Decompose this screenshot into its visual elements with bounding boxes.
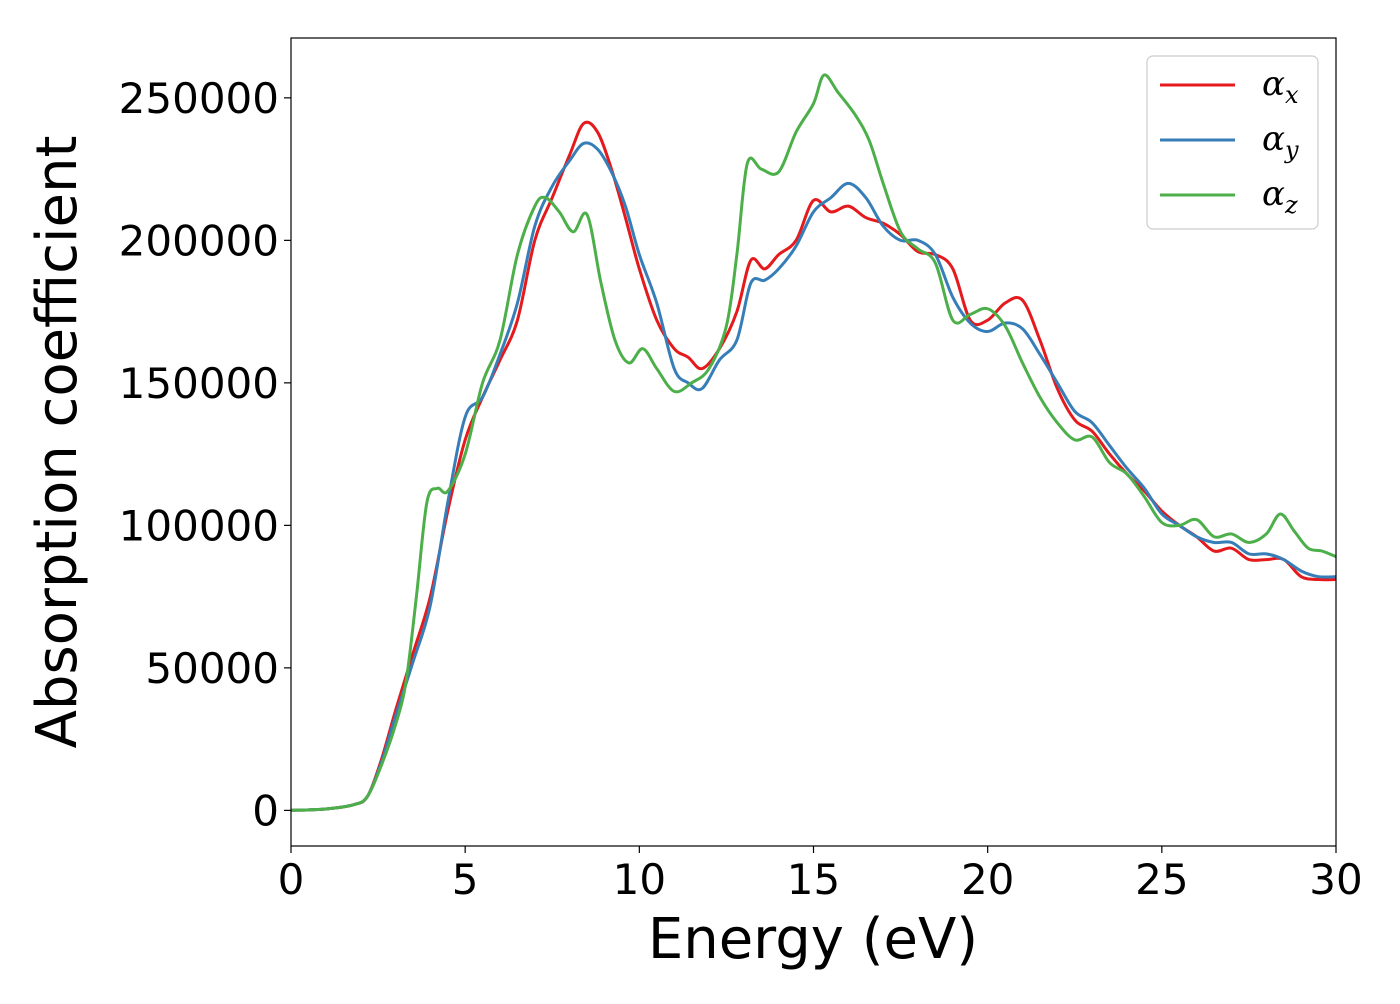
y-tick-label: 200000 (119, 216, 279, 265)
x-tick-label: 0 (278, 855, 305, 904)
series-line-y (291, 141, 1336, 812)
x-tick-label: 20 (961, 855, 1014, 904)
x-tick-label: 30 (1309, 855, 1362, 904)
x-axis-label: Energy (eV) (648, 907, 978, 972)
x-tick-label: 25 (1135, 855, 1188, 904)
legend-label-x: αx (1262, 64, 1299, 109)
x-tick-label: 15 (787, 855, 840, 904)
x-tick-label: 5 (452, 855, 479, 904)
legend-label-z: αz (1262, 174, 1298, 219)
y-tick-label: 50000 (145, 644, 279, 693)
x-axis-ticks: 0 5 10 15 20 25 30 (278, 846, 1363, 904)
y-axis-ticks: 0 50000 100000 150000 200000 250000 (119, 74, 291, 835)
y-axis-label: Absorption coefficient (25, 136, 90, 749)
legend: αx αy αz (1146, 55, 1319, 230)
legend-box (1146, 55, 1319, 230)
series-line-z (291, 73, 1336, 812)
y-tick-label: 250000 (119, 74, 279, 123)
y-tick-label: 150000 (119, 359, 279, 408)
series-layer (291, 73, 1336, 812)
y-tick-label: 0 (252, 786, 279, 835)
x-tick-label: 10 (613, 855, 666, 904)
legend-label-y: αy (1262, 119, 1299, 164)
y-tick-label: 100000 (119, 501, 279, 550)
